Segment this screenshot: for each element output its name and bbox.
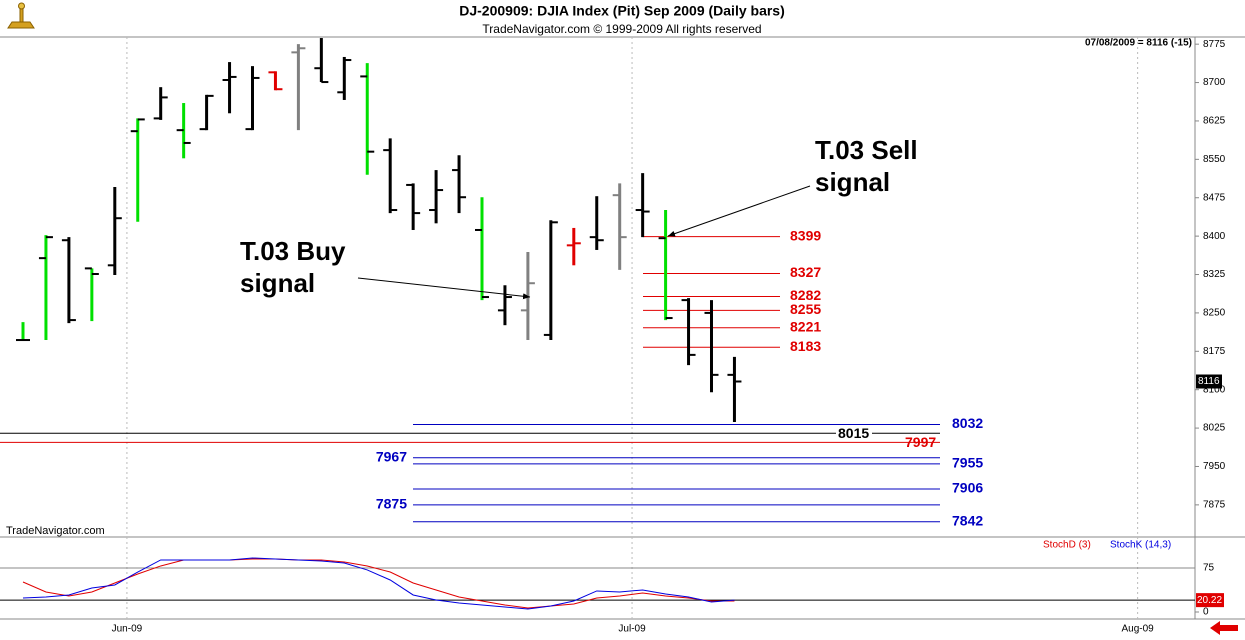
last-value-label: 20.22 [1197, 595, 1222, 606]
stoch-line [22, 557, 735, 610]
y-tick-label: 8775 [1203, 39, 1226, 50]
y-tick-label: 8175 [1203, 346, 1226, 357]
legend-entry: StochK (14,3) [1110, 540, 1171, 551]
x-tick-label: Jul-09 [618, 624, 646, 635]
x-tick-label: Aug-09 [1122, 624, 1155, 635]
level-label: 8183 [790, 338, 821, 354]
stoch-line [22, 558, 735, 609]
last-value-box [1196, 593, 1224, 608]
y-tick-label: 7950 [1203, 461, 1226, 472]
y-tick-label: 8700 [1203, 77, 1226, 88]
y-tick-label: 8400 [1203, 231, 1226, 242]
annotation-arrow [357, 277, 531, 300]
y-tick-label: 8325 [1203, 269, 1226, 280]
scroll-arrow[interactable] [1210, 621, 1238, 635]
y-tick-label: 8625 [1203, 116, 1226, 127]
x-tick-label: Jun-09 [112, 624, 143, 635]
level-label: 7906 [952, 480, 983, 496]
y-tick-label: 8100 [1203, 384, 1226, 395]
y-tick-label: 0 [1203, 607, 1209, 618]
level-label: 8282 [790, 287, 821, 303]
watermark: TradeNavigator.com [6, 525, 105, 537]
last-price-box [1196, 374, 1222, 389]
level-label: 8327 [790, 264, 821, 280]
title: DJ-200909: DJIA Index (Pit) Sep 2009 (Da… [459, 3, 785, 19]
level-label: 8032 [952, 415, 983, 431]
copyright: TradeNavigator.com © 1999-2009 All right… [482, 22, 761, 36]
label-bg [836, 425, 872, 442]
logo [7, 2, 35, 29]
legend-entry: StochD (3) [1043, 540, 1091, 551]
annotation: signal [815, 167, 890, 197]
level-label: 7997 [905, 434, 936, 450]
level-label: 8015 [838, 425, 869, 441]
level-label: 8255 [790, 301, 821, 317]
y-tick-label: 7875 [1203, 500, 1226, 511]
y-tick-label: 8250 [1203, 308, 1226, 319]
status: 07/08/2009 = 8116 (-15) [1085, 38, 1192, 49]
annotation: T.03 Buy [240, 236, 346, 266]
y-tick-label: 8025 [1203, 423, 1226, 434]
level-label: 7955 [952, 455, 983, 471]
y-tick-label: 75 [1203, 563, 1215, 574]
level-label: 8221 [790, 318, 821, 334]
y-tick-label: 8475 [1203, 192, 1226, 203]
level-label: 8399 [790, 227, 821, 243]
y-tick-label: 8550 [1203, 154, 1226, 165]
last-price-label: 8116 [1198, 376, 1220, 387]
level-label: 7967 [376, 448, 407, 464]
annotation: T.03 Sell [815, 135, 918, 165]
annotation: signal [240, 268, 315, 298]
level-label: 7875 [376, 496, 407, 512]
level-label: 7842 [952, 512, 983, 528]
annotation-arrow [667, 185, 811, 237]
